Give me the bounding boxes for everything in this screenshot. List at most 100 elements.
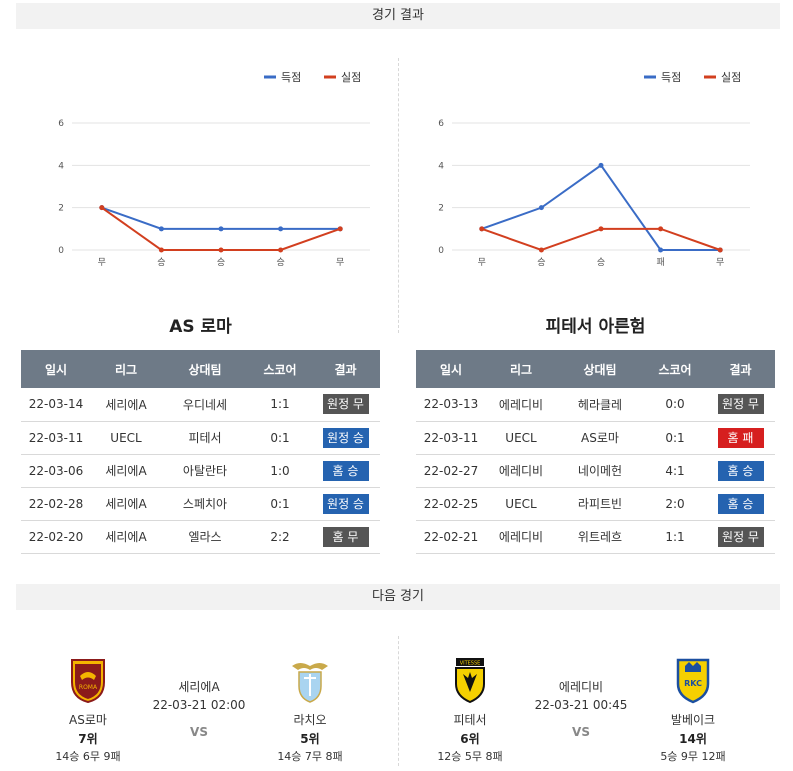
y-tick-label: 4 [438,161,444,171]
data-point [538,247,544,253]
match-league: UECL [486,421,556,455]
match-result: 홈 승 [311,454,380,488]
match-league: 세리에A [91,520,161,554]
header-opponent: 상대팀 [161,350,249,388]
next-left-home-team[interactable]: ROMA AS로마 7위 14승 6무 9패 [33,656,143,764]
next-right-away-team[interactable]: RKC 발베이크 14위 5승 9무 12패 [638,656,748,764]
x-tick-label: 승 [537,257,545,268]
vitesse-logo-icon: VITESSE [455,658,485,704]
series-line-scored [101,206,341,230]
team-record: 14승 7무 8패 [277,750,343,763]
table-row: 22-02-25 UECL 라피트빈 2:0 홈 승 [416,487,775,521]
match-date: 22-02-27 [416,454,486,488]
match-date: 22-02-21 [416,520,486,554]
vs-label: VS [572,725,590,739]
y-tick-label: 0 [58,246,64,256]
match-league: 세리에A [91,487,161,521]
match-result: 원정 무 [311,388,380,422]
data-point [658,226,664,232]
header-score: 스코어 [644,350,706,388]
roma-logo-icon: ROMA [71,659,105,704]
match-opponent: 우디네세 [161,388,249,422]
y-tick-label: 6 [58,119,64,129]
team-rank: 14위 [679,732,707,746]
data-point [218,226,224,232]
data-point [479,226,485,232]
y-tick-label: 2 [58,204,64,214]
match-date: 22-02-25 [416,487,486,521]
next-divider [398,636,399,766]
next-right-match-info: 에레디비 22-03-21 00:45 [521,678,641,712]
rkc-logo-text: RKC [684,679,702,688]
result-badge: 원정 무 [717,394,764,415]
data-point [158,226,164,232]
legend-label: 실점 [341,71,361,84]
result-badge: 원정 승 [322,427,369,448]
result-badge: 홈 승 [322,460,369,481]
match-date: 22-03-14 [21,388,91,422]
match-score: 2:0 [644,487,706,521]
data-point [278,247,284,253]
x-tick-label: 무 [478,257,486,268]
y-tick-label: 2 [438,204,444,214]
match-opponent: 피테서 [161,421,249,455]
match-result: 원정 무 [706,520,775,554]
data-point [658,247,664,253]
header-date: 일시 [21,350,91,388]
y-tick-label: 0 [438,246,444,256]
match-result: 원정 승 [311,421,380,455]
header-result: 결과 [706,350,775,388]
result-badge: 홈 패 [717,427,764,448]
results-divider [398,58,399,333]
table-row: 22-02-21 에레디비 위트레흐 1:1 원정 무 [416,520,775,554]
match-result: 홈 무 [311,520,380,554]
match-score: 0:0 [644,388,706,422]
left-team-title: AS 로마 [169,317,232,337]
x-tick-label: 무 [336,257,344,268]
match-date: 22-03-06 [21,454,91,488]
data-point [717,247,723,253]
match-result: 홈 승 [706,454,775,488]
vitesse-logo-text: VITESSE [460,661,481,667]
match-date: 22-02-28 [21,487,91,521]
match-league: 에레디비 [486,520,556,554]
match-opponent: 스페치아 [161,487,249,521]
next-section-title: 다음 경기 [16,584,780,610]
legend-label: 득점 [661,71,681,84]
x-tick-label: 패 [656,257,664,268]
x-tick-label: 승 [217,257,225,268]
x-tick-label: 승 [597,257,605,268]
match-league: 세리에A [91,388,161,422]
legend-label: 실점 [721,71,741,84]
left-chart: 득점 실점 0 2 4 6 무 승 승 승 무 [40,58,380,278]
result-badge: 원정 무 [717,526,764,547]
match-datetime: 22-03-21 02:00 [152,698,246,712]
next-left-away-team[interactable]: 라치오 5위 14승 7무 8패 [255,656,365,764]
data-point [158,247,164,253]
team-name: 피테서 [453,713,487,727]
match-score: 0:1 [644,421,706,455]
x-tick-label: 승 [157,257,165,268]
header-opponent: 상대팀 [556,350,644,388]
match-opponent: 엘라스 [161,520,249,554]
match-opponent: AS로마 [556,421,644,455]
table-row: 22-02-28 세리에A 스페치아 0:1 원정 승 [21,487,380,521]
result-badge: 홈 무 [322,526,369,547]
data-point [99,205,105,211]
match-league: 에레디비 [486,388,556,422]
table-row: 22-03-14 세리에A 우디네세 1:1 원정 무 [21,388,380,422]
table-row: 22-02-27 에레디비 네이메헌 4:1 홈 승 [416,454,775,488]
next-right-home-team[interactable]: VITESSE 피테서 6위 12승 5무 8패 [415,656,525,764]
data-point [278,226,284,232]
results-section-title: 경기 결과 [16,3,780,29]
header-league: 리그 [91,350,161,388]
header-score: 스코어 [249,350,311,388]
match-opponent: 위트레흐 [556,520,644,554]
legend-label: 득점 [281,71,301,84]
series-line-conceded [481,227,721,252]
match-date: 22-03-13 [416,388,486,422]
table-row: 22-03-06 세리에A 아탈란타 1:0 홈 승 [21,454,380,488]
match-result: 원정 승 [311,487,380,521]
team-record: 14승 6무 9패 [55,750,121,763]
next-left-match-info: 세리에A 22-03-21 02:00 [139,678,259,712]
